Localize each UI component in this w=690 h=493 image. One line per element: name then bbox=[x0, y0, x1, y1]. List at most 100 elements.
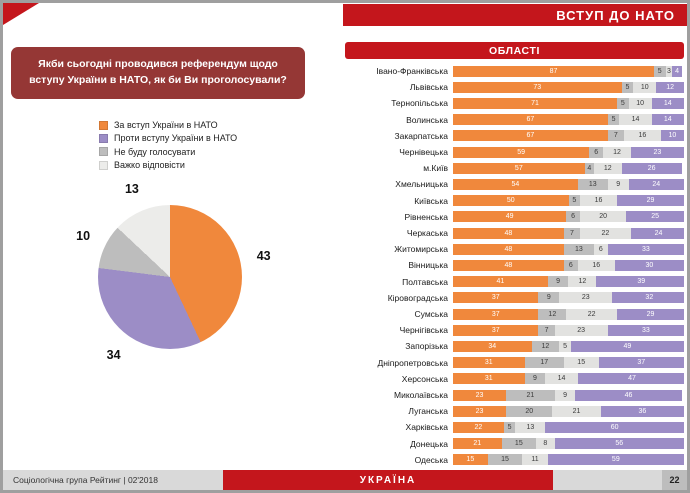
question-box: Якби сьогодні проводився референдум щодо… bbox=[11, 47, 305, 99]
bar-value-label: 15 bbox=[514, 440, 523, 448]
legend-label: За вступ України в НАТО bbox=[114, 120, 218, 130]
bar-value-label: 12 bbox=[603, 164, 612, 172]
bar-value-label: 7 bbox=[570, 229, 574, 237]
bar-segment: 60 bbox=[545, 421, 684, 433]
bar-segment: 50 bbox=[453, 195, 569, 207]
bar-row: Сумська 37 12 22 29 bbox=[345, 308, 684, 320]
bar-track: 59 6 12 23 bbox=[453, 146, 684, 158]
bar-value-label: 50 bbox=[506, 197, 515, 205]
bar-category-label: Дніпропетровська bbox=[377, 357, 448, 368]
bar-segment: 12 bbox=[656, 81, 684, 93]
bar-value-label: 23 bbox=[475, 407, 484, 415]
bar-track: 87 5 3 4 bbox=[453, 65, 684, 77]
bar-segment: 6 bbox=[566, 211, 581, 223]
bar-value-label: 46 bbox=[624, 391, 633, 399]
legend-swatch bbox=[99, 120, 108, 130]
corner-accent bbox=[3, 3, 39, 25]
bar-segment: 39 bbox=[596, 276, 684, 288]
pie-value-label: 10 bbox=[76, 229, 91, 244]
bar-value-label: 48 bbox=[504, 229, 513, 237]
bar-segment: 57 bbox=[453, 162, 585, 174]
bar-row: Волинська 67 5 14 14 bbox=[345, 114, 684, 126]
bar-track: 21 15 8 56 bbox=[453, 438, 684, 450]
bar-segment: 13 bbox=[563, 243, 594, 255]
bar-segment: 5 bbox=[568, 195, 581, 207]
bar-value-label: 16 bbox=[594, 197, 603, 205]
bar-segment: 20 bbox=[506, 405, 553, 417]
bar-value-label: 48 bbox=[504, 261, 513, 269]
bar-segment: 10 bbox=[628, 97, 652, 109]
pie-chart bbox=[98, 205, 242, 349]
legend: За вступ України в НАТО Проти вступу Укра… bbox=[99, 120, 237, 170]
bar-track: 22 5 13 60 bbox=[453, 421, 684, 433]
bar-row: Вінницька 48 6 16 30 bbox=[345, 259, 684, 271]
bar-segment: 9 bbox=[607, 178, 629, 190]
bar-segment: 6 bbox=[563, 259, 578, 271]
bar-value-label: 23 bbox=[581, 294, 590, 302]
bar-value-label: 33 bbox=[641, 245, 650, 253]
bar-segment: 23 bbox=[453, 389, 507, 401]
bar-category-label: Закарпатська bbox=[394, 130, 448, 141]
bar-value-label: 10 bbox=[636, 99, 644, 107]
bar-value-label: 33 bbox=[641, 326, 650, 334]
bar-track: 23 21 9 46 bbox=[453, 389, 684, 401]
bar-value-label: 67 bbox=[526, 132, 535, 140]
bar-category-label: Полтавська bbox=[402, 276, 448, 287]
bar-value-label: 56 bbox=[615, 440, 624, 448]
bar-segment: 11 bbox=[522, 454, 548, 466]
legend-item: Проти вступу України в НАТО bbox=[99, 133, 237, 143]
footer: Соціологічна група Рейтинг | 02'2018 УКР… bbox=[3, 470, 687, 490]
bar-track: 73 5 10 12 bbox=[453, 81, 684, 93]
bar-segment: 37 bbox=[453, 324, 539, 336]
bar-segment: 9 bbox=[547, 276, 569, 288]
bar-segment: 37 bbox=[453, 308, 539, 320]
bar-segment: 67 bbox=[453, 114, 608, 126]
bar-track: 23 20 21 36 bbox=[453, 405, 684, 417]
bar-value-label: 39 bbox=[637, 278, 646, 286]
bar-segment: 23 bbox=[453, 405, 507, 417]
legend-item: Не буду голосувати bbox=[99, 147, 237, 157]
bar-category-label: Донецька bbox=[410, 438, 448, 449]
bar-value-label: 23 bbox=[577, 326, 586, 334]
bar-value-label: 60 bbox=[610, 423, 619, 431]
bar-value-label: 31 bbox=[484, 359, 493, 367]
bar-value-label: 48 bbox=[504, 245, 513, 253]
bar-row: Миколаївська 23 21 9 46 bbox=[345, 389, 684, 401]
page-number: 22 bbox=[662, 470, 687, 490]
bar-value-label: 14 bbox=[557, 375, 566, 383]
bar-segment: 59 bbox=[453, 146, 590, 158]
bar-segment: 9 bbox=[554, 389, 576, 401]
bar-value-label: 9 bbox=[556, 278, 561, 286]
bar-segment: 47 bbox=[577, 373, 684, 385]
bar-segment: 17 bbox=[524, 357, 564, 369]
bar-segment: 33 bbox=[607, 324, 684, 336]
bar-value-label: 5 bbox=[620, 99, 625, 107]
bar-value-label: 23 bbox=[475, 391, 484, 399]
slide-title: ВСТУП ДО НАТО bbox=[343, 4, 687, 26]
bar-segment: 67 bbox=[453, 130, 608, 142]
bar-value-label: 9 bbox=[546, 294, 551, 302]
bar-value-label: 9 bbox=[563, 391, 567, 399]
bar-segment: 5 bbox=[607, 114, 620, 126]
bar-segment: 15 bbox=[487, 454, 523, 466]
bar-track: 49 6 20 25 bbox=[453, 211, 684, 223]
slide-sheet: ВСТУП ДО НАТО Якби сьогодні проводився р… bbox=[3, 3, 687, 490]
bar-segment: 13 bbox=[515, 421, 546, 433]
legend-label: Не буду голосувати bbox=[114, 146, 196, 157]
bar-value-label: 12 bbox=[613, 148, 621, 156]
bar-value-label: 26 bbox=[647, 164, 656, 172]
bar-category-label: Чернігівська bbox=[399, 325, 448, 336]
bar-value-label: 67 bbox=[526, 116, 535, 124]
bar-value-label: 24 bbox=[652, 180, 661, 188]
footer-country-banner: УКРАЇНА bbox=[223, 470, 553, 490]
bar-value-label: 20 bbox=[599, 213, 608, 221]
bar-row: Кіровоградська 37 9 23 32 bbox=[345, 292, 684, 304]
bar-category-label: Хмельницька bbox=[395, 179, 448, 190]
bar-segment: 54 bbox=[453, 178, 578, 190]
bar-value-label: 32 bbox=[645, 294, 654, 302]
bar-value-label: 29 bbox=[646, 310, 655, 318]
bar-value-label: 13 bbox=[526, 423, 535, 431]
bar-segment: 5 bbox=[503, 421, 516, 433]
bar-value-label: 20 bbox=[525, 407, 534, 415]
bar-segment: 15 bbox=[563, 357, 599, 369]
